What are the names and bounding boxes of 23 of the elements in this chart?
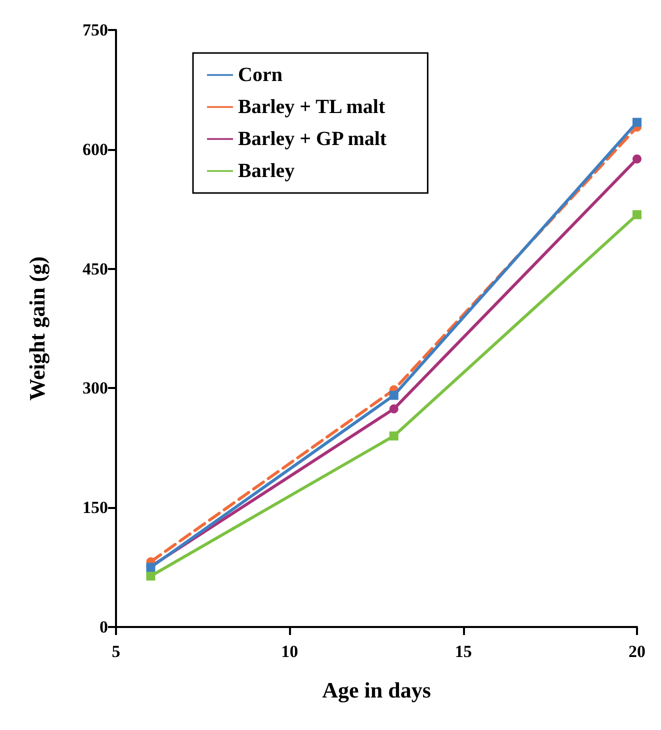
point — [389, 390, 398, 400]
y-tick-label: 750 — [82, 20, 108, 40]
y-tick-label: 300 — [82, 378, 108, 398]
point — [632, 154, 642, 164]
x-tick-label: 10 — [281, 642, 298, 661]
legend-label: Barley — [238, 160, 295, 182]
y-tick-label: 450 — [82, 259, 108, 278]
point — [632, 118, 642, 127]
point — [389, 404, 398, 414]
point — [389, 431, 398, 440]
point — [146, 572, 156, 581]
x-axis-title: Age in days — [322, 678, 432, 702]
y-tick-label: 0 — [100, 618, 108, 636]
legend-label: Barley + GP malt — [238, 128, 387, 150]
legend-label: Corn — [238, 64, 282, 86]
point — [632, 210, 642, 220]
x-tick-label: 20 — [628, 642, 646, 661]
y-tick-label: 600 — [82, 140, 108, 159]
legend-label: Barley + TL malt — [238, 96, 386, 118]
x-tick-label: 15 — [454, 642, 472, 661]
x-tick-label: 5 — [112, 642, 120, 661]
y-tick-label: 150 — [82, 498, 108, 518]
y-axis-title: Weight gain (g) — [24, 256, 50, 401]
